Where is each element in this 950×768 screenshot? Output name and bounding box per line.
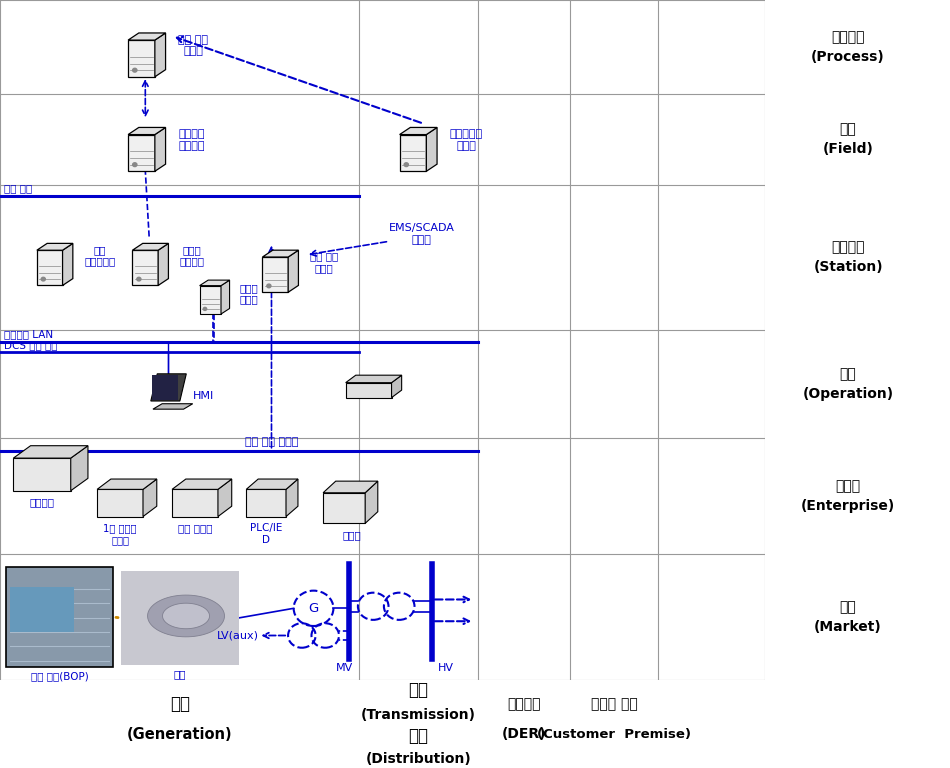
Polygon shape — [63, 243, 73, 286]
Bar — [121, 571, 239, 665]
Bar — [400, 134, 427, 171]
Polygon shape — [128, 127, 165, 134]
Text: 필드 버스: 필드 버스 — [4, 183, 32, 193]
Text: 소비자 구내: 소비자 구내 — [591, 697, 637, 711]
Circle shape — [404, 163, 408, 167]
Text: 발전: 발전 — [170, 695, 190, 713]
Bar — [323, 493, 365, 523]
Text: 시장
(Market): 시장 (Market) — [814, 600, 882, 634]
Bar — [13, 458, 70, 491]
Polygon shape — [172, 479, 232, 489]
Bar — [262, 257, 288, 293]
Polygon shape — [365, 481, 378, 523]
Polygon shape — [200, 280, 230, 286]
Text: 자산 관리 시스템: 자산 관리 시스템 — [245, 437, 298, 447]
Text: (Distribution): (Distribution) — [366, 752, 471, 766]
Polygon shape — [155, 127, 165, 171]
Polygon shape — [162, 603, 210, 629]
Polygon shape — [132, 243, 168, 250]
Bar — [132, 250, 158, 286]
Text: 판매사업자
시스템: 판매사업자 시스템 — [449, 129, 483, 151]
Text: 터빈: 터빈 — [174, 669, 186, 679]
Bar — [37, 250, 63, 286]
Text: (Customer  Premise): (Customer Premise) — [537, 728, 691, 741]
Circle shape — [133, 163, 137, 167]
Circle shape — [133, 68, 137, 72]
Bar — [128, 40, 155, 77]
Text: 스테이션 LAN: 스테이션 LAN — [4, 329, 53, 339]
Bar — [200, 286, 221, 314]
Polygon shape — [221, 280, 230, 314]
Text: LV(aux): LV(aux) — [217, 631, 258, 641]
Bar — [97, 489, 143, 517]
Circle shape — [203, 307, 207, 310]
Text: (Generation): (Generation) — [127, 727, 233, 742]
Polygon shape — [151, 374, 186, 401]
Text: (DER): (DER) — [502, 727, 546, 741]
Bar — [128, 134, 155, 171]
Text: 전압 조정기: 전압 조정기 — [178, 523, 212, 533]
Text: 발전소
가용력: 발전소 가용력 — [239, 283, 258, 304]
Text: 운영
(Operation): 운영 (Operation) — [803, 367, 894, 401]
Text: G: G — [309, 602, 318, 615]
Polygon shape — [218, 479, 232, 517]
Text: MV: MV — [336, 663, 353, 673]
Text: 보조설비: 보조설비 — [29, 498, 54, 508]
Polygon shape — [323, 481, 378, 493]
Text: 1차 발전기
제어기: 1차 발전기 제어기 — [104, 523, 137, 545]
Text: 발전 거래
시스템: 발전 거래 시스템 — [179, 35, 208, 56]
Text: DCS 조정 버스: DCS 조정 버스 — [4, 340, 57, 350]
Text: 발전
시뮬레이션: 발전 시뮬레이션 — [85, 245, 115, 266]
Polygon shape — [70, 445, 88, 491]
Text: 송전: 송전 — [408, 681, 428, 700]
Text: 상태 감시
시스템: 상태 감시 시스템 — [310, 251, 338, 273]
Polygon shape — [400, 127, 437, 134]
Polygon shape — [128, 33, 165, 40]
Text: EMS/SCADA
시스템: EMS/SCADA 시스템 — [389, 223, 454, 244]
Polygon shape — [286, 479, 298, 517]
Text: 필드
(Field): 필드 (Field) — [823, 123, 874, 156]
Polygon shape — [13, 445, 88, 458]
Bar — [6, 567, 113, 667]
Bar — [172, 489, 218, 517]
Text: 배전: 배전 — [408, 727, 428, 745]
Text: HMI: HMI — [193, 392, 214, 402]
Text: PLC/IE
D: PLC/IE D — [250, 523, 282, 545]
Circle shape — [41, 277, 46, 281]
Text: 발전소
스케줄링: 발전소 스케줄링 — [180, 245, 204, 266]
Circle shape — [137, 277, 141, 281]
Text: 계전기: 계전기 — [342, 530, 361, 540]
Text: 스테이션
(Station): 스테이션 (Station) — [813, 240, 883, 274]
Polygon shape — [97, 479, 157, 489]
Polygon shape — [147, 595, 224, 637]
Text: 사업자
(Enterprise): 사업자 (Enterprise) — [801, 479, 895, 513]
Circle shape — [267, 284, 271, 288]
Polygon shape — [246, 479, 298, 489]
Polygon shape — [155, 33, 165, 77]
Polygon shape — [143, 479, 157, 517]
Bar — [246, 489, 286, 517]
Polygon shape — [391, 376, 402, 398]
Polygon shape — [37, 243, 73, 250]
Polygon shape — [288, 250, 298, 293]
Bar — [346, 382, 391, 398]
Bar — [152, 376, 179, 399]
Polygon shape — [427, 127, 437, 171]
Text: 프로세스
(Process): 프로세스 (Process) — [811, 30, 885, 64]
Polygon shape — [158, 243, 168, 286]
Polygon shape — [153, 404, 193, 409]
Polygon shape — [346, 376, 402, 382]
Text: 보조 설비(BOP): 보조 설비(BOP) — [30, 671, 88, 681]
Text: 분산자원: 분산자원 — [507, 697, 541, 711]
Text: HV: HV — [438, 663, 454, 673]
Polygon shape — [262, 250, 298, 257]
Bar — [10, 587, 74, 632]
Text: 전력운반
스케줄링: 전력운반 스케줄링 — [179, 129, 204, 151]
Text: (Transmission): (Transmission) — [361, 708, 476, 722]
